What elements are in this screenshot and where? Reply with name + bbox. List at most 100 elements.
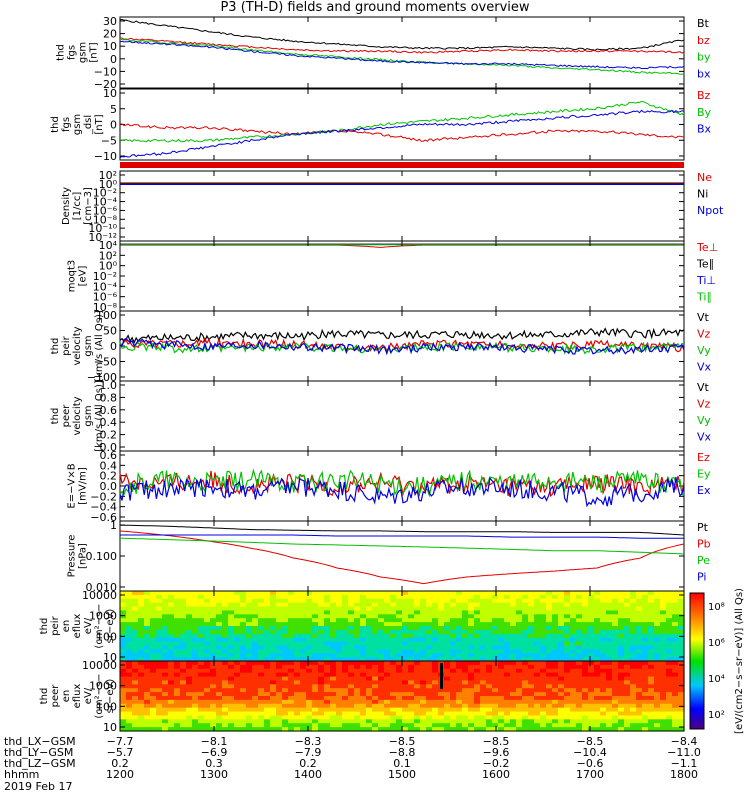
heatmap-cell xyxy=(642,645,649,650)
heatmap-cell xyxy=(252,703,259,709)
heatmap-cell xyxy=(672,692,679,697)
heatmap-cell xyxy=(300,711,307,717)
heatmap-cell xyxy=(498,637,505,643)
heatmap-cell xyxy=(474,598,481,604)
heatmap-cell xyxy=(204,598,211,604)
heatmap-cell xyxy=(678,661,685,666)
heatmap-cell xyxy=(636,664,643,670)
heatmap-cell xyxy=(498,591,505,596)
heatmap-cell xyxy=(240,680,247,685)
heatmap-cell xyxy=(498,723,505,728)
heatmap-cell xyxy=(180,711,187,717)
heatmap-cell xyxy=(120,614,127,619)
heatmap-cell xyxy=(396,676,403,682)
heatmap-cell xyxy=(606,699,613,705)
heatmap-cell xyxy=(504,606,511,612)
heatmap-cell xyxy=(150,618,157,623)
heatmap-cell xyxy=(144,699,151,705)
heatmap-cell xyxy=(672,727,679,732)
heatmap-cell xyxy=(606,606,613,612)
heatmap-cell xyxy=(564,610,571,615)
heatmap-cell xyxy=(414,657,421,662)
heatmap-cell xyxy=(264,727,271,732)
heatmap-cell xyxy=(378,719,385,724)
heatmap-cell xyxy=(672,661,679,666)
heatmap-cell xyxy=(504,618,511,623)
heatmap-cell xyxy=(468,637,475,643)
heatmap-cell xyxy=(642,653,649,658)
heatmap-cell xyxy=(150,699,157,705)
heatmap-cell xyxy=(600,606,607,612)
heatmap-cell xyxy=(180,591,187,596)
heatmap-cell xyxy=(246,676,253,682)
heatmap-cell xyxy=(570,657,577,662)
heatmap-cell xyxy=(540,602,547,608)
heatmap-cell xyxy=(558,598,565,604)
heatmap-cell xyxy=(420,591,427,596)
heatmap-cell xyxy=(426,723,433,728)
heatmap-cell xyxy=(300,614,307,619)
heatmap-cell xyxy=(552,602,559,608)
heatmap-cell xyxy=(366,727,373,732)
heatmap-cell xyxy=(246,664,253,670)
heatmap-cell xyxy=(216,664,223,670)
heatmap-cell xyxy=(600,688,607,693)
heatmap-cell xyxy=(174,696,181,701)
heatmap-cell xyxy=(258,680,265,685)
y-tick-label: 50 xyxy=(103,325,117,338)
heatmap-cell xyxy=(570,703,577,709)
heatmap-cell xyxy=(528,668,535,674)
heatmap-cell xyxy=(522,629,529,635)
heatmap-cell xyxy=(216,649,223,654)
heatmap-cell xyxy=(498,661,505,666)
heatmap-cell xyxy=(624,629,631,635)
heatmap-cell xyxy=(162,637,169,643)
y-axis-label-line: [eV] xyxy=(78,266,89,287)
heatmap-cell xyxy=(618,598,625,604)
heatmap-cell xyxy=(672,598,679,604)
heatmap-cell xyxy=(306,598,313,604)
heatmap-cell xyxy=(486,661,493,666)
heatmap-cell xyxy=(150,645,157,650)
heatmap-cell xyxy=(276,629,283,635)
y-axis-label-line: peer xyxy=(61,404,72,428)
heatmap-cell xyxy=(222,684,229,689)
heatmap-cell xyxy=(252,723,259,728)
heatmap-cell xyxy=(132,707,139,713)
heatmap-cell xyxy=(252,672,259,678)
heatmap-cell xyxy=(558,715,565,720)
heatmap-cell xyxy=(354,676,361,682)
heatmap-cell xyxy=(138,653,145,658)
heatmap-cell xyxy=(210,657,217,662)
heatmap-cell xyxy=(630,618,637,623)
heatmap-cell xyxy=(168,657,175,662)
heatmap-cell xyxy=(504,649,511,654)
heatmap-cell xyxy=(348,723,355,728)
heatmap-cell xyxy=(306,699,313,705)
heatmap-cell xyxy=(546,727,553,732)
heatmap-cell xyxy=(618,657,625,662)
heatmap-cell xyxy=(564,657,571,662)
page-title: P3 (TH-D) fields and ground moments over… xyxy=(220,0,530,15)
heatmap-cell xyxy=(456,606,463,612)
heatmap-cell xyxy=(270,727,277,732)
heatmap-cell xyxy=(300,684,307,689)
heatmap-cell xyxy=(630,629,637,635)
heatmap-cell xyxy=(372,653,379,658)
heatmap-cell xyxy=(456,723,463,728)
colorbar-tick-label: 10⁸ xyxy=(708,602,725,613)
heatmap-cell xyxy=(126,626,133,631)
heatmap-cell xyxy=(168,719,175,724)
heatmap-cell xyxy=(228,610,235,615)
heatmap-cell xyxy=(528,711,535,717)
heatmap-cell xyxy=(402,633,409,639)
y-axis-label-line: (cm²−s− xyxy=(94,603,105,648)
heatmap-cell xyxy=(420,637,427,643)
heatmap-cell xyxy=(294,668,301,674)
heatmap-cell xyxy=(648,703,655,709)
heatmap-cell xyxy=(342,649,349,654)
heatmap-cell xyxy=(516,703,523,709)
heatmap-cell xyxy=(396,614,403,619)
heatmap-cell xyxy=(372,684,379,689)
